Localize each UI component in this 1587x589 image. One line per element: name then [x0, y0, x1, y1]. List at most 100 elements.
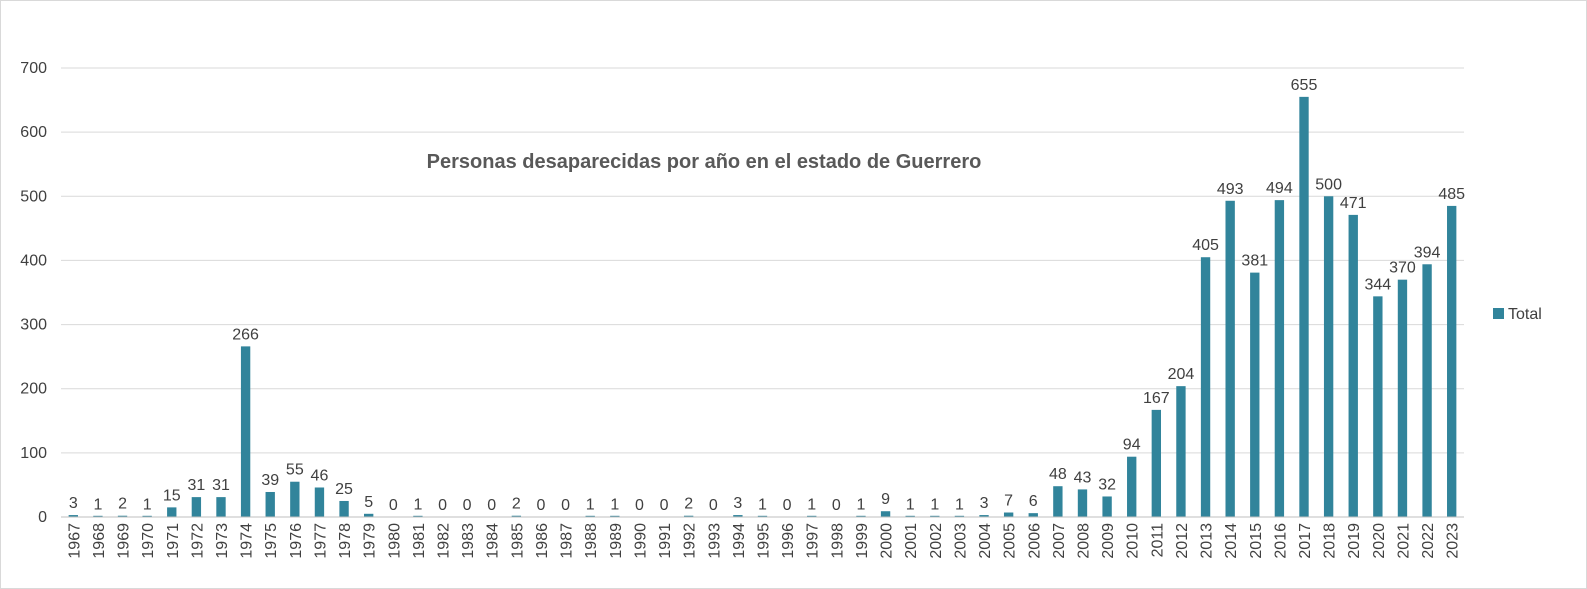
data-label-2015: 381 [1241, 253, 1268, 270]
x-tick-label-1992: 1992 [682, 523, 699, 559]
x-tick-label-2003: 2003 [952, 523, 969, 559]
x-tick-label-2020: 2020 [1371, 523, 1388, 559]
bar-1977 [314, 487, 325, 517]
bar-2009 [1102, 496, 1112, 517]
bar-1989 [610, 515, 620, 517]
x-tick-label-1985: 1985 [509, 523, 526, 559]
data-label-1973: 31 [212, 477, 230, 494]
bar-2010 [1127, 456, 1137, 517]
bar-1971 [167, 507, 177, 517]
x-tick-label-1978: 1978 [337, 523, 354, 559]
bar-2016 [1274, 200, 1285, 518]
gridlines [61, 67, 1464, 518]
data-label-2011: 167 [1143, 390, 1170, 407]
x-tick-label-2019: 2019 [1346, 523, 1363, 559]
bar-1969 [117, 515, 128, 517]
bar-2019 [1348, 214, 1358, 517]
legend-swatch [1493, 308, 1504, 319]
data-label-2023: 485 [1438, 186, 1465, 203]
data-label-1983: 0 [463, 497, 472, 514]
data-label-1971: 15 [163, 487, 181, 504]
x-tick-label-2010: 2010 [1125, 523, 1142, 559]
bar-1968 [93, 515, 103, 517]
x-tick-label-1981: 1981 [411, 523, 428, 559]
bar-1976 [290, 481, 300, 517]
bar-2005 [1003, 512, 1014, 517]
data-label-1998: 0 [832, 497, 841, 514]
x-axis: 1967 1968 1969 1970 1971 1972 1973 1974 1975 1976… [61, 516, 1464, 559]
data-label-1980: 0 [389, 497, 398, 514]
data-label-2014: 493 [1217, 181, 1244, 198]
y-tick-label: 200 [20, 381, 47, 398]
bar-1981 [413, 515, 423, 517]
x-tick-label-2006: 2006 [1026, 523, 1043, 559]
data-label-1986: 0 [537, 497, 546, 514]
bar-1974 [240, 346, 251, 517]
bar-1992 [683, 515, 694, 517]
data-label-2008: 43 [1074, 469, 1092, 486]
bar-2011 [1151, 409, 1162, 517]
data-label-2017: 655 [1291, 77, 1318, 94]
bar-1995 [757, 515, 768, 517]
bar-2003 [954, 515, 965, 517]
x-tick-label-1975: 1975 [263, 523, 280, 559]
x-tick-label-1979: 1979 [362, 523, 379, 559]
x-tick-label-2018: 2018 [1322, 523, 1339, 559]
data-label-2020: 344 [1364, 276, 1391, 293]
bar-2018 [1323, 196, 1334, 518]
data-label-2018: 500 [1315, 176, 1342, 193]
data-label-1974: 266 [232, 326, 259, 343]
data-label-1988: 1 [586, 496, 595, 513]
bar-1999 [856, 515, 866, 517]
x-tick-label-1974: 1974 [239, 523, 256, 559]
data-label-1982: 0 [438, 497, 447, 514]
data-label-1992: 2 [684, 496, 693, 513]
bar-2000 [880, 511, 891, 517]
data-label-1972: 31 [187, 477, 205, 494]
data-label-1981: 1 [413, 496, 422, 513]
bar-1979 [363, 513, 374, 517]
bar-1988 [585, 515, 595, 517]
bar-1970 [142, 515, 152, 517]
y-tick-label: 400 [20, 252, 47, 269]
x-tick-label-2015: 2015 [1248, 523, 1265, 559]
data-label-1987: 0 [561, 497, 570, 514]
data-label-1994: 3 [733, 495, 742, 512]
data-label-1991: 0 [660, 497, 669, 514]
data-label-1995: 1 [758, 496, 767, 513]
data-label-2000: 9 [881, 491, 890, 508]
bar-2015 [1250, 272, 1260, 517]
x-tick-label-1971: 1971 [165, 523, 182, 559]
bar-2007 [1053, 486, 1063, 517]
x-tick-label-1989: 1989 [608, 523, 625, 559]
bar-1978 [339, 500, 349, 517]
bar-2004 [979, 515, 989, 517]
data-label-1977: 46 [311, 467, 329, 484]
y-tick-label: 100 [20, 445, 47, 462]
x-tick-label-1986: 1986 [534, 523, 551, 559]
data-label-1969: 2 [118, 496, 127, 513]
bar-1972 [191, 497, 202, 517]
x-tick-label-2021: 2021 [1395, 523, 1412, 559]
y-tick-label: 0 [38, 509, 47, 526]
data-label-1978: 25 [335, 481, 353, 498]
bar-1975 [265, 491, 275, 517]
x-tick-label-1987: 1987 [559, 523, 576, 559]
data-label-2005: 7 [1004, 493, 1013, 510]
x-tick-label-1968: 1968 [91, 523, 108, 559]
y-tick-label: 600 [20, 124, 47, 141]
data-label-2010: 94 [1123, 437, 1141, 454]
x-tick-label-1967: 1967 [66, 523, 83, 559]
x-tick-label-1996: 1996 [780, 523, 797, 559]
x-tick-label-2005: 2005 [1002, 523, 1019, 559]
x-tick-label-1993: 1993 [706, 523, 723, 559]
bar-1973 [216, 497, 226, 517]
x-tick-label-2001: 2001 [903, 523, 920, 559]
x-tick-label-2022: 2022 [1420, 523, 1437, 559]
data-label-1967: 3 [69, 495, 78, 512]
x-tick-label-1982: 1982 [436, 523, 453, 559]
data-label-2006: 6 [1029, 493, 1038, 510]
